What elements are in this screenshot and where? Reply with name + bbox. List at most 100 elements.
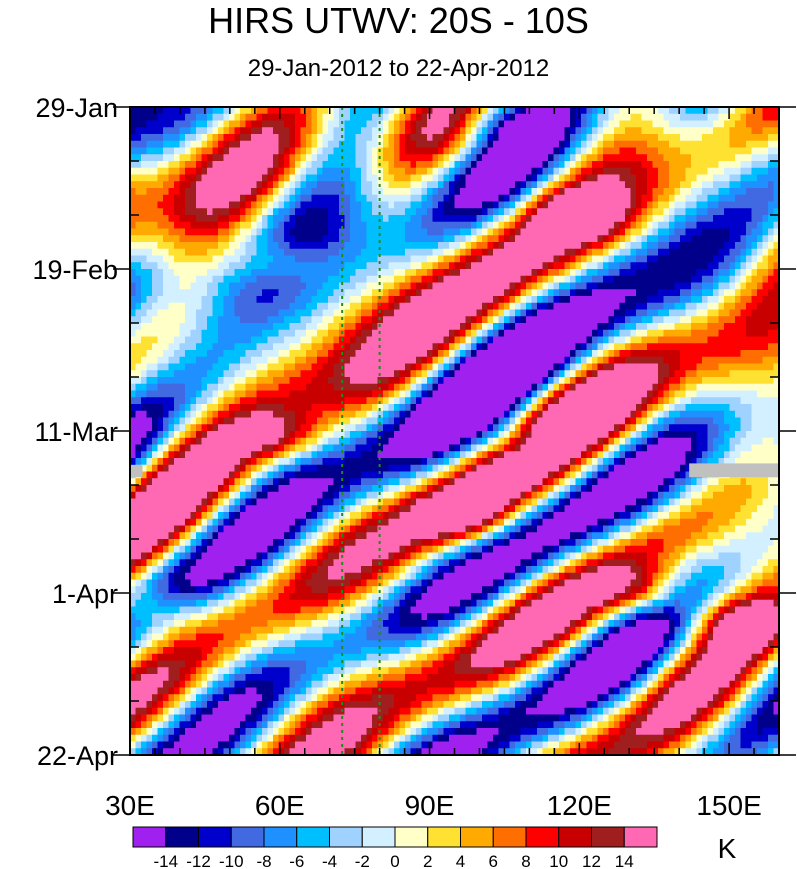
field-cell xyxy=(526,377,533,385)
field-cell xyxy=(454,201,461,209)
field-cell xyxy=(383,255,390,263)
field-cell xyxy=(163,140,170,149)
field-cell xyxy=(707,363,714,371)
field-cell xyxy=(526,167,533,176)
field-cell xyxy=(157,323,164,331)
field-cell xyxy=(284,343,291,351)
field-cell xyxy=(284,377,291,385)
field-cell xyxy=(157,174,164,182)
field-cell xyxy=(438,356,445,365)
field-cell xyxy=(735,296,742,304)
field-cell xyxy=(163,134,170,142)
field-cell xyxy=(586,282,593,290)
field-cell xyxy=(537,377,544,385)
field-cell xyxy=(592,323,599,331)
field-cell xyxy=(300,377,307,385)
field-cell xyxy=(680,343,687,351)
field-cell xyxy=(289,134,296,142)
field-cell xyxy=(702,377,709,385)
field-cell xyxy=(542,363,549,371)
field-cell xyxy=(740,127,747,135)
field-cell xyxy=(383,282,390,290)
field-cell xyxy=(548,161,555,169)
field-cell xyxy=(168,140,175,149)
field-cell xyxy=(482,147,489,155)
field-cell xyxy=(399,161,406,169)
field-cell xyxy=(482,302,489,311)
field-cell xyxy=(333,215,340,223)
field-cell xyxy=(157,201,164,209)
field-cell xyxy=(454,336,461,344)
field-cell xyxy=(372,343,379,351)
field-cell xyxy=(355,370,362,378)
field-cell xyxy=(185,242,192,250)
field-cell xyxy=(454,161,461,169)
field-cell xyxy=(663,174,670,182)
field-cell xyxy=(680,215,687,223)
field-cell xyxy=(267,282,274,290)
field-cell xyxy=(608,383,615,392)
field-cell xyxy=(630,282,637,290)
field-cell xyxy=(696,215,703,223)
field-cell xyxy=(410,248,417,257)
field-cell xyxy=(157,309,164,317)
field-cell xyxy=(663,309,670,317)
field-cell xyxy=(256,323,263,331)
field-cell xyxy=(531,154,538,162)
field-cell xyxy=(168,194,175,203)
field-cell xyxy=(570,242,577,250)
field-cell xyxy=(515,350,522,358)
field-cell xyxy=(520,201,527,209)
field-cell xyxy=(311,161,318,169)
field-cell xyxy=(344,343,351,351)
field-cell xyxy=(377,289,384,297)
field-cell xyxy=(174,289,181,297)
field-cell xyxy=(141,316,148,324)
field-cell xyxy=(300,350,307,358)
field-cell xyxy=(487,147,494,155)
field-cell xyxy=(152,154,159,162)
field-cell xyxy=(630,343,637,351)
field-cell xyxy=(498,329,505,338)
field-cell xyxy=(625,228,632,236)
field-cell xyxy=(751,248,758,257)
field-cell xyxy=(724,363,731,371)
field-cell xyxy=(405,235,412,243)
field-cell xyxy=(669,120,676,128)
field-cell xyxy=(707,127,714,135)
field-cell xyxy=(663,161,670,169)
field-cell xyxy=(520,147,527,155)
field-cell xyxy=(757,221,764,230)
field-cell xyxy=(218,228,225,236)
field-cell xyxy=(361,336,368,344)
field-cell xyxy=(504,174,511,182)
field-cell xyxy=(339,302,346,311)
field-cell xyxy=(669,383,676,392)
field-cell xyxy=(542,343,549,351)
field-cell xyxy=(487,208,494,216)
field-cell xyxy=(262,329,269,338)
field-cell xyxy=(718,201,725,209)
field-cell xyxy=(696,329,703,338)
field-cell xyxy=(405,154,412,162)
field-cell xyxy=(135,134,142,142)
field-cell xyxy=(372,296,379,304)
field-cell xyxy=(482,120,489,128)
field-cell xyxy=(454,113,461,122)
field-cell xyxy=(372,282,379,290)
field-cell xyxy=(471,296,478,304)
field-cell xyxy=(575,194,582,203)
field-cell xyxy=(146,215,153,223)
field-cell xyxy=(614,343,621,351)
field-cell xyxy=(674,255,681,263)
field-cell xyxy=(207,377,214,385)
field-cell xyxy=(317,188,324,196)
field-cell xyxy=(449,167,456,176)
field-cell xyxy=(234,215,241,223)
field-cell xyxy=(553,107,560,115)
field-cell xyxy=(570,208,577,216)
field-cell xyxy=(674,383,681,392)
field-cell xyxy=(262,242,269,250)
field-cell xyxy=(586,235,593,243)
field-cell xyxy=(581,242,588,250)
